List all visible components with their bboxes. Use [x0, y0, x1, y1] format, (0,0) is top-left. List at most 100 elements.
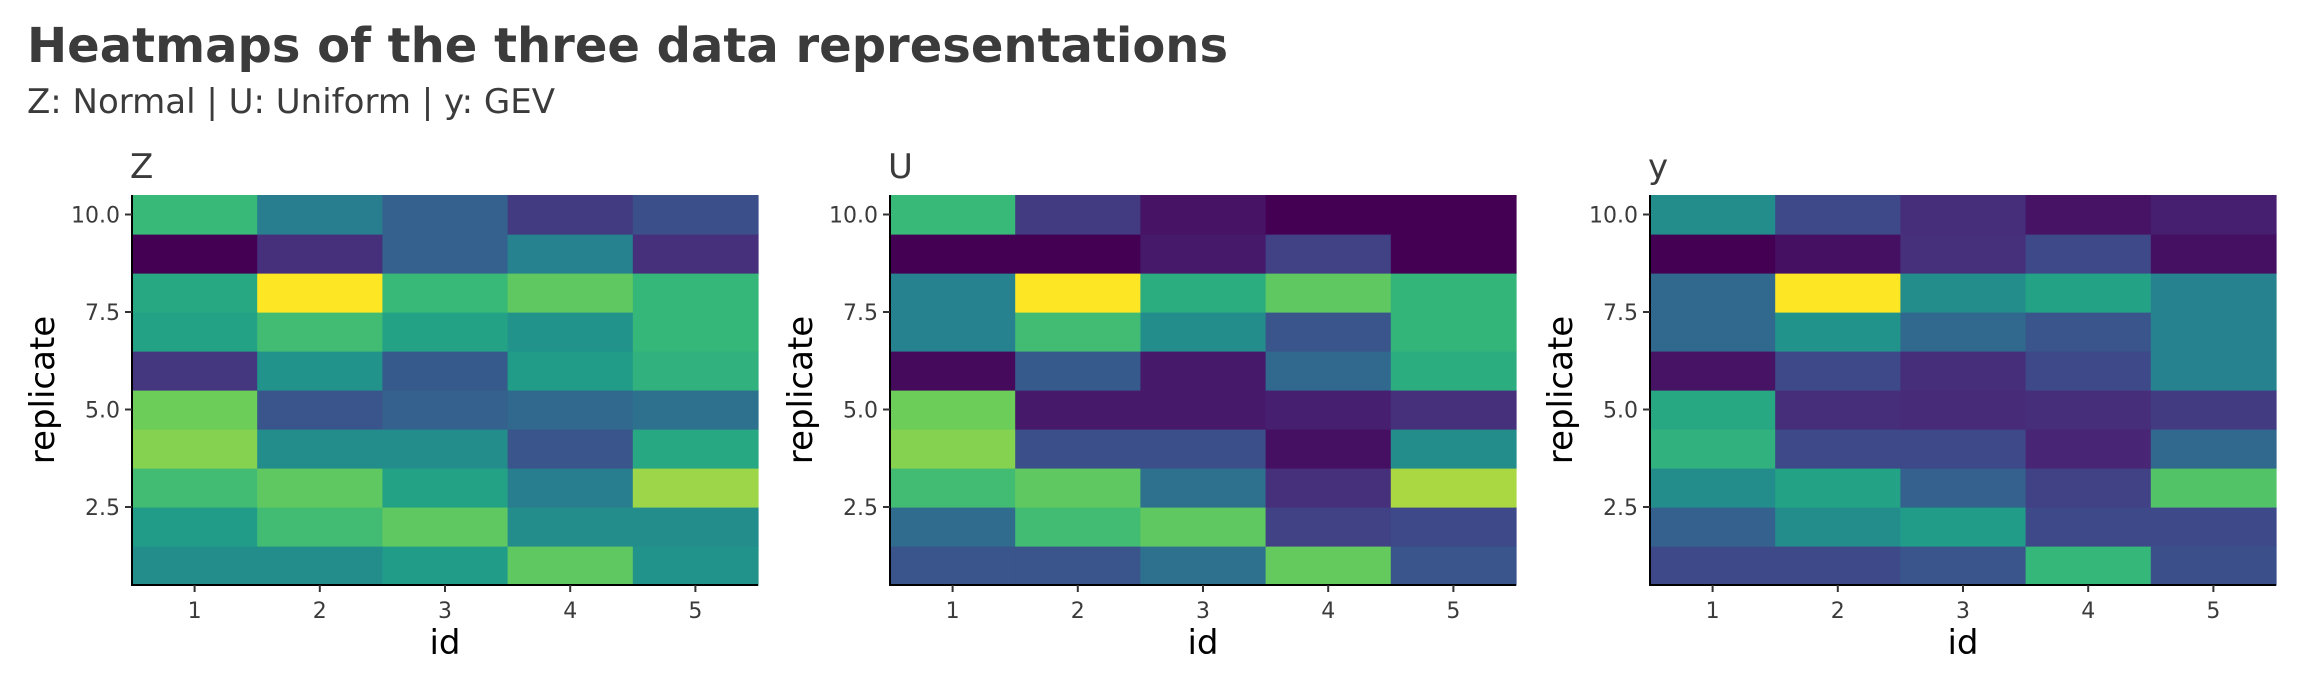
heatmap-cell: [890, 312, 1016, 352]
heatmap-cell: [382, 234, 509, 274]
heatmap-cell: [632, 546, 759, 586]
heatmap-cell: [507, 429, 634, 469]
heatmap-cell: [1650, 546, 1776, 586]
y-tick-label: 5.0: [843, 399, 878, 424]
heatmap-cell: [890, 351, 1016, 391]
heatmap-cell: [890, 546, 1016, 586]
x-tick-label: 2: [313, 599, 327, 624]
heatmap-cell: [1390, 273, 1517, 313]
heatmap-cell: [890, 390, 1016, 430]
heatmap-cell: [1265, 195, 1392, 235]
heatmap-cell: [1390, 429, 1517, 469]
heatmap-cell: [632, 507, 759, 547]
heatmap-cell: [1390, 390, 1517, 430]
heatmap-cell: [1775, 546, 1901, 586]
heatmap-cell: [257, 468, 383, 508]
heatmap-cell: [257, 312, 383, 352]
heatmap-cell: [1140, 273, 1267, 313]
heatmap-cell: [1140, 429, 1267, 469]
heatmap-cell: [1650, 468, 1776, 508]
heatmap-cell: [132, 351, 258, 391]
heatmap-cell: [1265, 390, 1392, 430]
y-tick-label: 2.5: [85, 496, 120, 521]
y-tick-label: 7.5: [843, 301, 878, 326]
heatmap-cell: [2150, 546, 2277, 586]
heatmap-cell: [1900, 390, 2027, 430]
heatmap-cell: [1390, 312, 1517, 352]
y-tick-label: 2.5: [1603, 496, 1638, 521]
x-tick-label: 4: [1321, 599, 1335, 624]
heatmap-cell: [1265, 468, 1392, 508]
heatmap-cell: [1900, 351, 2027, 391]
heatmap-cell: [1015, 429, 1141, 469]
heatmap-cell: [1015, 312, 1141, 352]
heatmap-cell: [1390, 507, 1517, 547]
x-tick-label: 3: [438, 599, 452, 624]
heatmap-cell: [2025, 546, 2152, 586]
heatmap-cell: [1390, 351, 1517, 391]
x-axis-title: id: [1947, 623, 1978, 663]
heatmap-cell: [1265, 546, 1392, 586]
x-tick-label: 4: [563, 599, 577, 624]
heatmap-cell: [1015, 351, 1141, 391]
heatmap-cell: [382, 468, 509, 508]
heatmap-cell: [1015, 546, 1141, 586]
x-tick-label: 1: [188, 599, 202, 624]
heatmap-cell: [1650, 507, 1776, 547]
y-tick-label: 5.0: [85, 399, 120, 424]
heatmap-cell: [890, 195, 1016, 235]
heatmap-cell: [1140, 546, 1267, 586]
heatmap-cell: [257, 273, 383, 313]
heatmap-cell: [257, 351, 383, 391]
heatmap-cell: [1015, 507, 1141, 547]
heatmap-cell: [382, 312, 509, 352]
heatmap-cell: [1015, 390, 1141, 430]
heatmap-cell: [2150, 507, 2277, 547]
heatmap-cell: [507, 273, 634, 313]
heatmap-cell: [2150, 468, 2277, 508]
heatmap-cell: [1775, 390, 1901, 430]
x-tick-label: 5: [688, 599, 702, 624]
heatmap-cell: [632, 351, 759, 391]
heatmap-cell: [257, 390, 383, 430]
heatmap-cell: [382, 390, 509, 430]
heatmap-cell: [632, 195, 759, 235]
x-tick-label: 4: [2081, 599, 2095, 624]
x-tick-label: 2: [1071, 599, 1085, 624]
x-tick-label: 1: [946, 599, 960, 624]
heatmap-cell: [1650, 351, 1776, 391]
heatmap-cell: [1015, 273, 1141, 313]
heatmap-cell: [1900, 234, 2027, 274]
heatmap-cell: [132, 195, 258, 235]
heatmap-cell: [1900, 507, 2027, 547]
heatmap-cell: [132, 429, 258, 469]
heatmap-cell: [1140, 468, 1267, 508]
heatmap-cell: [890, 234, 1016, 274]
heatmap-cell: [257, 195, 383, 235]
heatmap-cell: [2150, 351, 2277, 391]
heatmap-cell: [1265, 312, 1392, 352]
heatmap-cell: [890, 468, 1016, 508]
y-tick-label: 10.0: [71, 204, 120, 229]
x-axis-title: id: [429, 623, 460, 663]
heatmap-cell: [2025, 312, 2152, 352]
panel-title: U: [888, 147, 913, 187]
heatmap-cell: [1140, 351, 1267, 391]
x-tick-label: 3: [1196, 599, 1210, 624]
heatmap-cell: [1390, 195, 1517, 235]
heatmap-cell: [382, 351, 509, 391]
heatmap-cell: [2025, 273, 2152, 313]
heatmap-cell: [1265, 234, 1392, 274]
heatmap-cell: [507, 468, 634, 508]
heatmap-cell: [382, 507, 509, 547]
heatmap-cell: [1900, 546, 2027, 586]
heatmap-cell: [1900, 195, 2027, 235]
heatmap-cell: [507, 312, 634, 352]
heatmap-cell: [1015, 195, 1141, 235]
heatmap-cell: [1265, 273, 1392, 313]
x-tick-label: 5: [1446, 599, 1460, 624]
heatmap-cell: [1775, 468, 1901, 508]
heatmap-cell: [507, 195, 634, 235]
heatmap-cell: [132, 390, 258, 430]
heatmap-cell: [257, 507, 383, 547]
